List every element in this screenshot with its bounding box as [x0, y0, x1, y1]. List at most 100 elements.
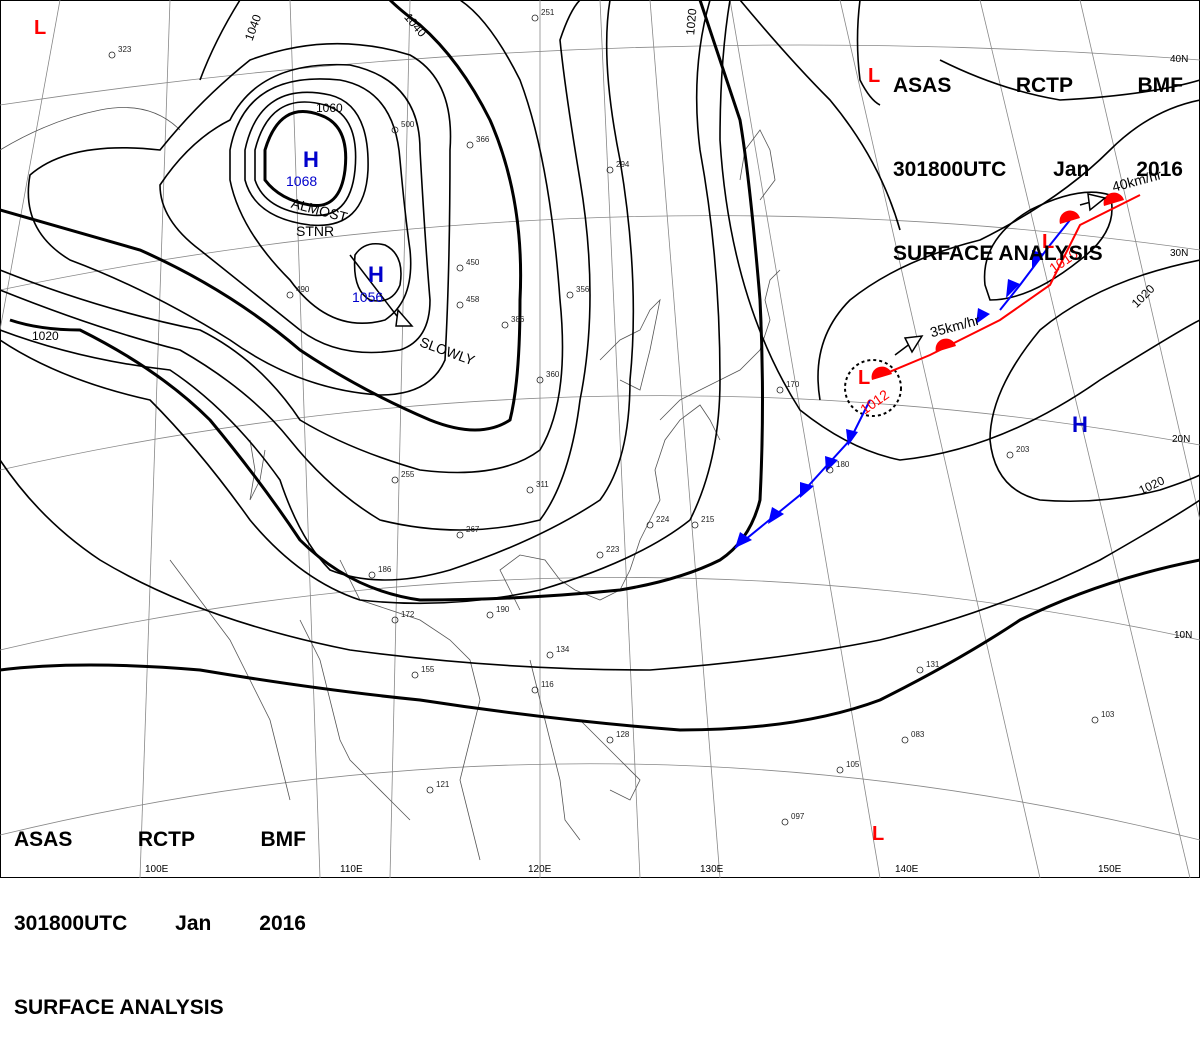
station-plot: 186	[368, 565, 392, 579]
station-plot: 215	[691, 515, 715, 529]
station-plot: 356	[566, 285, 590, 299]
isobar-1060	[244, 91, 369, 227]
title-line-3: SURFACE ANALYSIS	[893, 242, 1103, 265]
station-pressure: 097	[791, 812, 805, 821]
station-pressure: 121	[436, 780, 450, 789]
station-circle-icon	[531, 14, 539, 22]
station-pressure: 155	[421, 665, 435, 674]
svg-text:30N: 30N	[1170, 248, 1188, 259]
high-center-value: 1068	[286, 173, 317, 189]
station-plot: 223	[596, 545, 620, 559]
isobar-1012-low	[817, 99, 1200, 401]
title-block-top: ASAS RCTP BMF 301800UTC Jan 2016 SURFACE…	[893, 16, 1183, 296]
station-plot: 203	[1006, 445, 1030, 459]
high-secondary-value: 1056	[352, 289, 383, 305]
station-circle-icon	[456, 264, 464, 272]
station-pressure: 172	[401, 610, 415, 619]
station-plot: 128	[606, 730, 630, 744]
station-plot: 170	[776, 380, 800, 394]
coastlines	[0, 107, 781, 861]
station-circle-icon	[466, 141, 474, 149]
map-frame	[0, 0, 1200, 878]
station-plot: 121	[426, 780, 450, 794]
isobar-1020-main	[9, 0, 764, 602]
low-south-letter: L	[872, 823, 884, 845]
svg-text:1020: 1020	[32, 329, 59, 343]
isobar-1024	[0, 0, 721, 605]
station-pressure: 251	[541, 8, 555, 17]
station-pressure: 190	[496, 605, 510, 614]
station-plot: 450	[456, 258, 480, 272]
station-circle-icon	[606, 736, 614, 744]
weather-map: H 1068 H 1056 H L 1012 L 1010 L L L 1040…	[0, 0, 1200, 878]
station-plot: 097	[781, 812, 805, 826]
svg-text:130E: 130E	[700, 864, 724, 875]
low-main-letter: L	[858, 367, 870, 389]
motion-arrows	[349, 193, 1107, 356]
title-line-1: ASAS RCTP BMF	[893, 74, 1183, 97]
station-plot: 255	[391, 470, 415, 484]
isobar-1020-south	[0, 558, 1200, 732]
station-pressure: 103	[1101, 710, 1115, 719]
station-plot: 180	[826, 460, 850, 474]
isobars	[0, 0, 1200, 732]
station-pressure: 490	[296, 285, 310, 294]
station-circle-icon	[566, 291, 574, 299]
station-plot: 131	[916, 660, 940, 674]
station-plot: 294	[606, 160, 630, 174]
station-pressure: 224	[656, 515, 670, 524]
station-plot: 386	[501, 315, 525, 329]
isobar-1056-ring	[353, 242, 402, 302]
station-plot: 267	[456, 525, 480, 539]
station-pressure: 083	[911, 730, 925, 739]
svg-text:100E: 100E	[145, 864, 169, 875]
station-pressure: 450	[466, 258, 480, 267]
isobar-1044	[27, 42, 452, 396]
label-stnr: STNR	[296, 223, 334, 239]
station-plot: 500	[391, 120, 415, 134]
latitude-labels: 40N 30N 20N 10N	[1170, 54, 1192, 641]
station-circle-icon	[546, 651, 554, 659]
isobar-1040b	[199, 0, 241, 81]
station-pressure: 131	[926, 660, 940, 669]
station-pressure: 267	[466, 525, 480, 534]
svg-text:1060: 1060	[316, 101, 343, 115]
station-plot: 490	[286, 285, 310, 299]
station-pressure: 116	[541, 680, 554, 689]
isobar-1016b	[719, 0, 1200, 461]
station-circle-icon	[456, 301, 464, 309]
station-pressure: 180	[836, 460, 850, 469]
station-circle-icon	[486, 611, 494, 619]
station-plot: 190	[486, 605, 510, 619]
title-line-1: ASAS RCTP BMF	[14, 828, 306, 851]
station-circle-icon	[286, 291, 294, 299]
station-pressure: 386	[511, 315, 525, 324]
isobar-1068	[263, 110, 348, 208]
station-circle-icon	[691, 521, 699, 529]
station-circle-icon	[826, 466, 834, 474]
station-circle-icon	[646, 521, 654, 529]
station-pressure: 366	[476, 135, 490, 144]
station-plot: 155	[411, 665, 435, 679]
title-block-bottom: ASAS RCTP BMF 301800UTC Jan 2016 SURFACE…	[14, 770, 306, 1050]
cold-front	[734, 219, 1071, 549]
high-east-letter: H	[1072, 412, 1088, 437]
station-pressure: 223	[606, 545, 620, 554]
isobar-1028	[0, 0, 635, 581]
station-circle-icon	[108, 51, 116, 59]
svg-text:120E: 120E	[528, 864, 552, 875]
isobar-north-2	[739, 0, 901, 231]
station-circle-icon	[836, 766, 844, 774]
low-1012-ring	[844, 359, 902, 417]
svg-text:110E: 110E	[340, 864, 363, 875]
station-plot: 103	[1091, 710, 1115, 724]
station-circle-icon	[916, 666, 924, 674]
longitude-labels: 100E 110E 120E 130E 140E 150E	[145, 864, 1122, 875]
station-pressure: 186	[378, 565, 392, 574]
station-circle-icon	[781, 818, 789, 826]
station-plot: 083	[901, 730, 925, 744]
station-circle-icon	[411, 671, 419, 679]
warm-front	[871, 192, 1141, 380]
station-pressure: 128	[616, 730, 630, 739]
station-circle-icon	[531, 686, 539, 694]
